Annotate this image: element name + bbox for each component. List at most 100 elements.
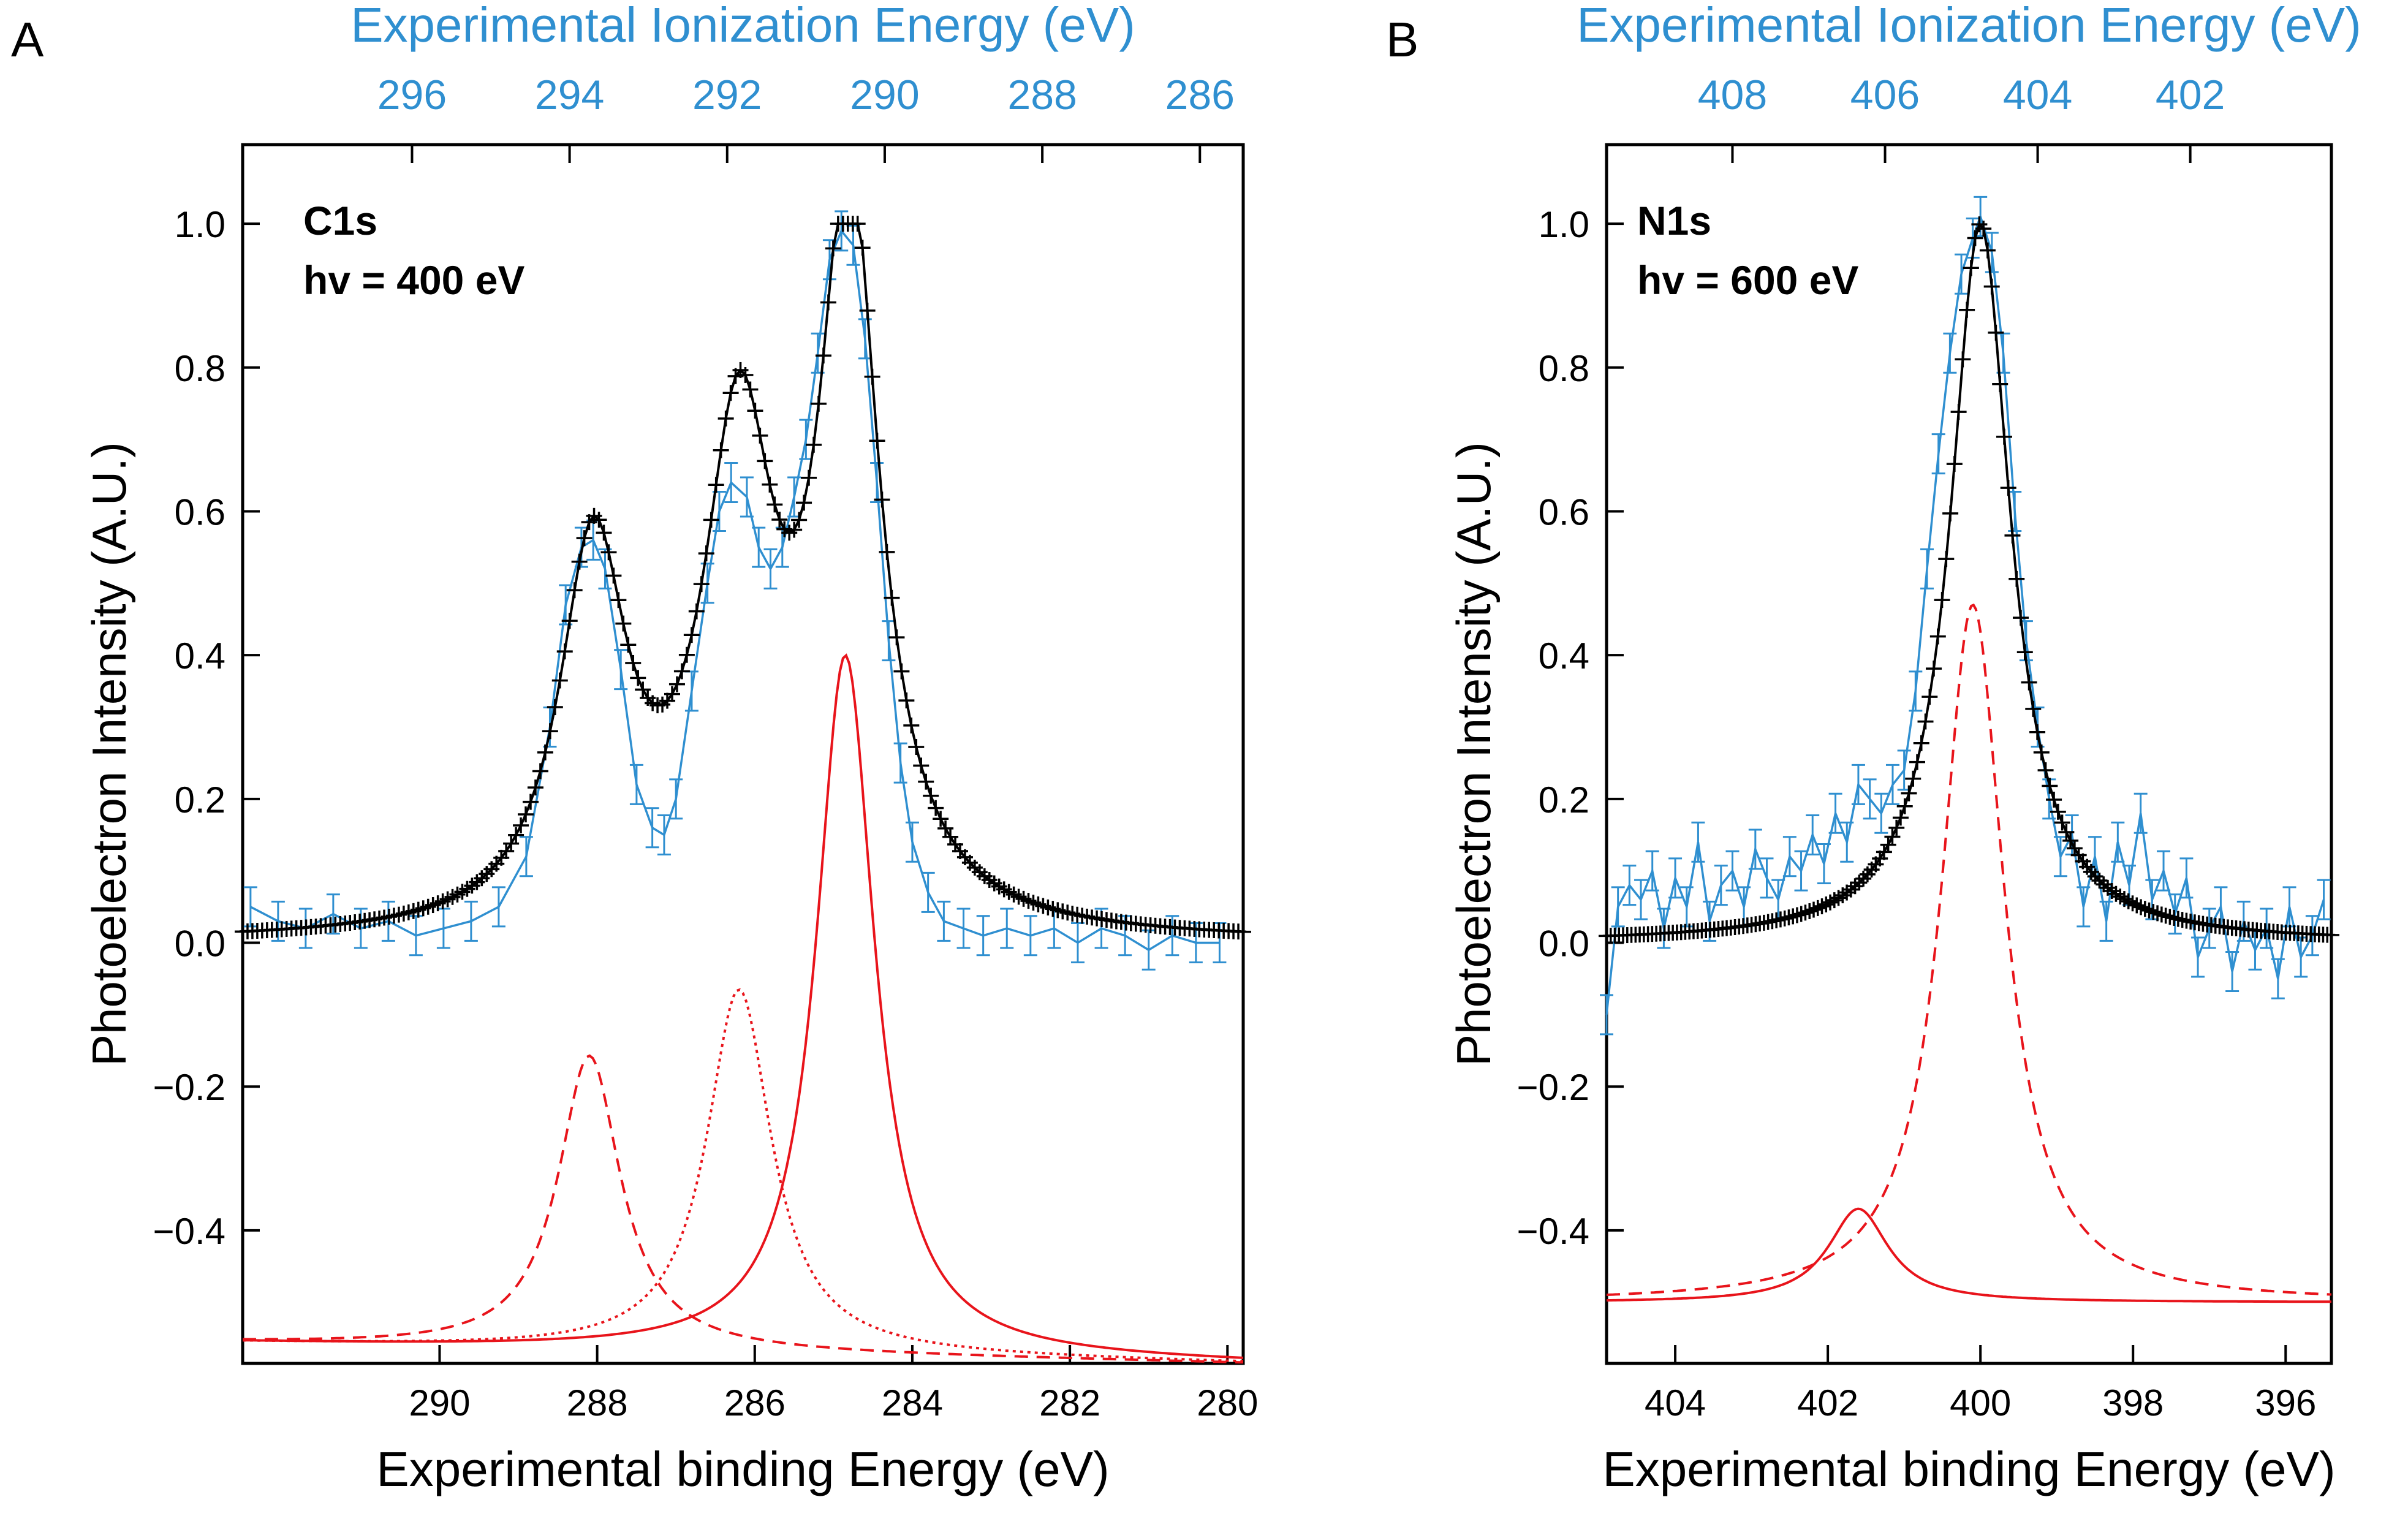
experimental-point: [1645, 850, 1659, 892]
experimental-point: [491, 886, 505, 928]
theory-point: [527, 779, 543, 796]
theory-point: [2037, 762, 2054, 778]
theory-point: [635, 681, 651, 698]
theory-point: [913, 757, 930, 774]
experimental-point: [740, 476, 754, 518]
theory-point: [884, 589, 900, 606]
experimental-point: [519, 836, 533, 877]
theory-point: [1872, 850, 1888, 866]
experimental-point: [1000, 908, 1014, 949]
theory-point: [933, 811, 949, 827]
x-axis-label: Experimental binding Energy (eV): [376, 1442, 1109, 1496]
experimental-point: [1691, 821, 1705, 863]
theory-point: [2004, 527, 2021, 544]
theory-point: [542, 723, 558, 740]
experimental-point: [657, 814, 671, 856]
theory-point: [825, 240, 841, 257]
theory-point: [1950, 404, 1967, 420]
fit-component-dotted: [243, 988, 1244, 1363]
experimental-point: [893, 742, 907, 784]
top-tick-label: 292: [692, 72, 762, 118]
experimental-point: [835, 210, 849, 252]
theory-point: [693, 576, 710, 593]
experimental-line: [1605, 213, 2325, 1015]
theory-point: [1797, 904, 1814, 921]
theory-point: [522, 794, 539, 810]
theory-point: [1880, 836, 1896, 853]
experimental-point: [1760, 857, 1774, 899]
theory-point: [806, 436, 822, 453]
theory-point: [1842, 881, 1859, 898]
experimental-point: [1931, 433, 1945, 475]
experimental-point: [1794, 850, 1808, 892]
theory-point: [561, 613, 578, 629]
experimental-point: [2157, 850, 2171, 892]
experimental-point: [2305, 915, 2319, 957]
experimental-point: [1874, 792, 1888, 834]
experimental-point: [271, 900, 285, 942]
theory-point: [571, 553, 588, 570]
y-tick-label: 1.0: [175, 204, 225, 245]
experimental-point: [669, 778, 683, 820]
y-tick-label: 0.6: [175, 491, 225, 532]
experimental-point: [1611, 886, 1625, 928]
theory-point: [1905, 770, 1921, 787]
theory-point: [2021, 674, 2037, 691]
experimental-point: [1070, 922, 1085, 964]
theory-point: [937, 820, 954, 836]
annotation-line: hv = 400 eV: [303, 257, 524, 303]
theory-point: [762, 476, 778, 493]
top-tick-label: 290: [850, 72, 919, 118]
y-tick-label: 0.2: [1539, 779, 1589, 821]
experimental-point: [1622, 865, 1637, 906]
theory-point: [630, 670, 646, 686]
theory-point: [2133, 899, 2149, 915]
experimental-point: [1725, 850, 1740, 892]
experimental-point: [614, 649, 628, 691]
experimental-point: [1897, 749, 1911, 791]
theory-point: [717, 411, 734, 427]
x-tick-label: 280: [1197, 1382, 1258, 1423]
experimental-point: [2317, 879, 2331, 920]
y-tick-label: 1.0: [1539, 204, 1589, 245]
theory-point: [688, 603, 705, 620]
theory-point: [810, 395, 827, 412]
theory-line: [242, 222, 1244, 933]
theory-point: [668, 676, 685, 692]
theory-point: [2157, 908, 2174, 924]
experimental-point: [1782, 836, 1797, 877]
theory-point: [1975, 221, 1992, 237]
experimental-point: [2053, 836, 2067, 877]
theory-point: [903, 717, 920, 733]
theory-point: [786, 521, 803, 538]
experimental-point: [1668, 857, 1683, 899]
experimental-point: [243, 886, 257, 928]
theory-point: [767, 496, 783, 513]
top-tick-label: 404: [2003, 72, 2072, 118]
theory-point: [708, 477, 724, 493]
experimental-point: [1885, 764, 1899, 805]
theory-point: [1789, 907, 1805, 923]
theory-point: [923, 787, 939, 804]
theory-point: [2116, 891, 2132, 908]
experimental-point: [1714, 865, 1728, 906]
theory-point: [532, 763, 548, 779]
theory-point: [2091, 873, 2108, 889]
experimental-point: [1142, 929, 1156, 971]
theory-point: [1942, 505, 1959, 521]
top-axis-label: Experimental Ionization Energy (eV): [350, 0, 1135, 52]
theory-point: [1996, 428, 2012, 445]
experimental-point: [799, 419, 813, 460]
theory-point: [2016, 644, 2033, 661]
theory-point: [703, 512, 719, 528]
x-axis-label: Experimental binding Energy (eV): [1602, 1442, 2335, 1496]
experimental-point: [956, 908, 971, 949]
theory-point: [752, 427, 768, 444]
theory-point: [1801, 903, 1818, 920]
experimental-point: [1047, 908, 1061, 949]
theory-point: [625, 654, 642, 671]
experimental-point: [1828, 792, 1842, 834]
theory-point: [928, 800, 944, 816]
y-tick-label: 0.4: [175, 635, 225, 677]
x-tick-label: 396: [2255, 1382, 2316, 1423]
